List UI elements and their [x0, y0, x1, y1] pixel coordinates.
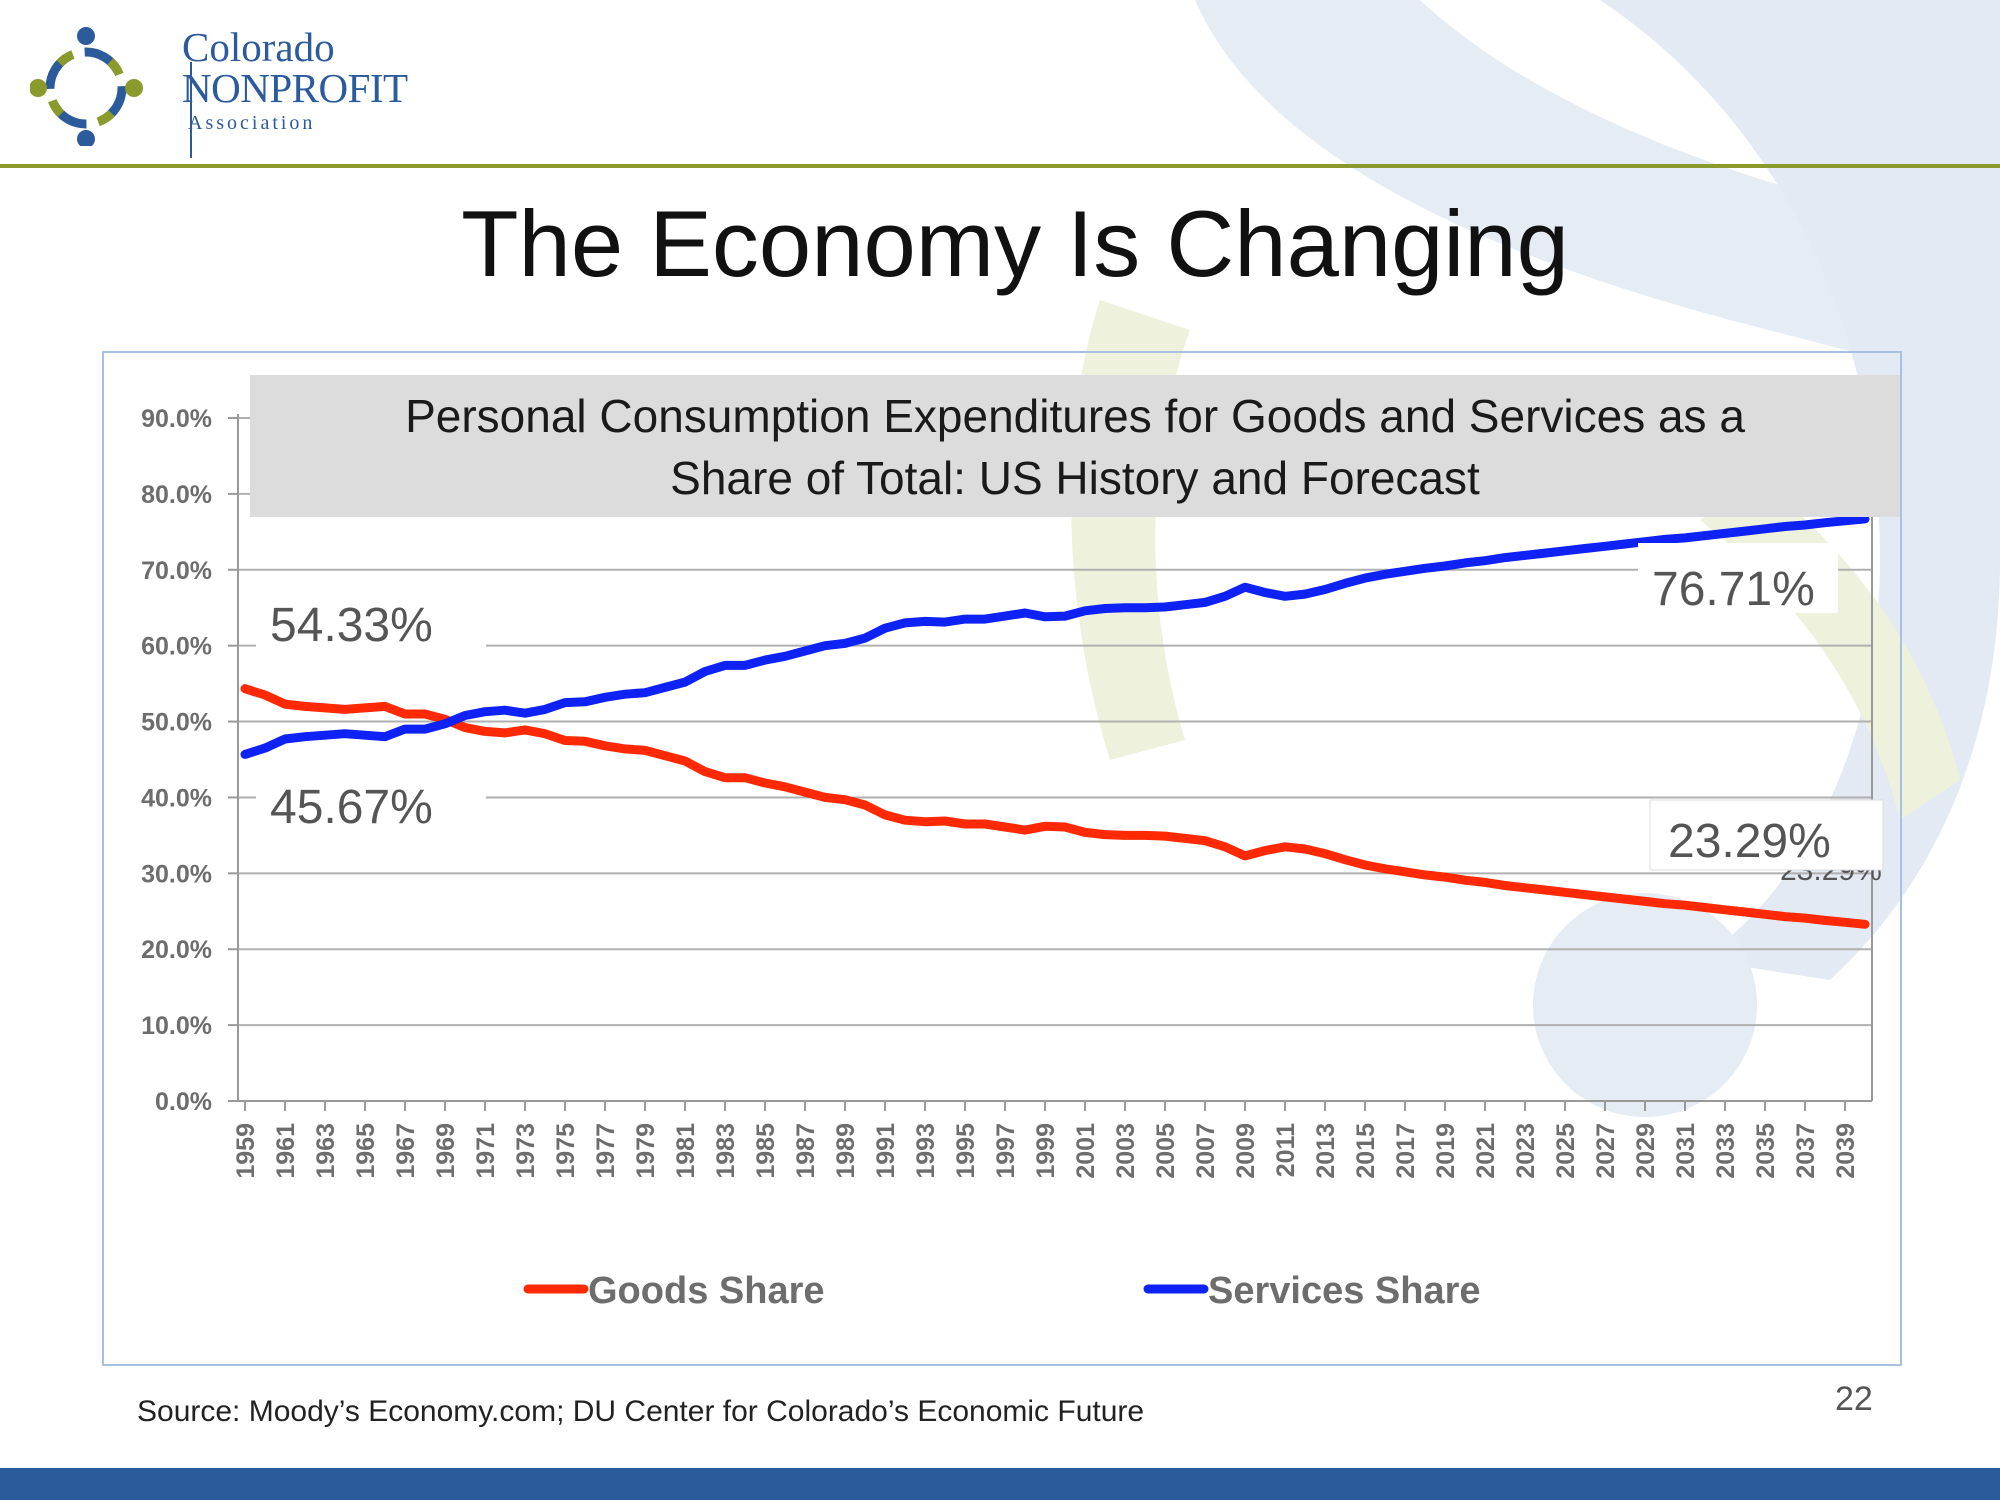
logo-text-colorado: Colorado — [182, 24, 335, 70]
x-tick-label: 1959 — [232, 1123, 260, 1179]
x-tick-label: 2011 — [1272, 1123, 1300, 1177]
y-tick-label: 60.0% — [141, 633, 212, 661]
chart-axes — [228, 414, 1873, 1111]
x-tick-label: 2015 — [1352, 1123, 1380, 1179]
y-tick-label: 70.0% — [141, 557, 212, 585]
x-tick-label: 1961 — [272, 1123, 300, 1179]
y-tick-label: 90.0% — [141, 405, 212, 433]
chart-annotations: 23.29%54.33%45.67%76.71%23.29% — [256, 543, 1884, 887]
y-axis-labels: 0.0% 10.0% 20.0% 30.0% 40.0% 50.0% 60.0% 70.0% 8… — [141, 405, 212, 1116]
x-axis-labels: 1959 1961 1963 1965 1967 1969 1971 1973 1975 1977… — [232, 1123, 1860, 1179]
goods-share-line — [240, 684, 1870, 929]
x-tick-label: 2031 — [1672, 1123, 1700, 1179]
y-tick-label: 10.0% — [141, 1012, 212, 1040]
x-tick-label: 1983 — [712, 1123, 740, 1179]
goods-start-label-bg — [256, 579, 486, 649]
services-share-line — [240, 514, 1870, 759]
chart-legend: Goods Share Services Share — [523, 1270, 1481, 1312]
logo-text-nonprofit: NONPROFIT — [182, 65, 408, 111]
legend-label: Goods Share — [588, 1270, 825, 1312]
x-tick-label: 1999 — [1032, 1123, 1060, 1179]
y-tick-label: 40.0% — [141, 784, 212, 812]
colorado-nonprofit-association-logo: Colorado NONPROFIT Association — [30, 24, 450, 158]
x-tick-label: 1987 — [792, 1123, 820, 1179]
goods-end-label: 23.29% — [1668, 815, 1831, 868]
chart-series-lines — [240, 514, 1870, 929]
x-tick-label: 1967 — [392, 1123, 420, 1179]
services-start-label: 45.67% — [270, 781, 433, 834]
x-tick-label: 1989 — [832, 1123, 860, 1179]
x-tick-label: 2035 — [1752, 1123, 1780, 1179]
x-tick-label: 2033 — [1712, 1123, 1740, 1179]
x-tick-label: 2019 — [1432, 1123, 1460, 1179]
x-tick-label: 2029 — [1632, 1123, 1660, 1179]
x-tick-label: 2025 — [1552, 1123, 1580, 1179]
y-tick-label: 80.0% — [141, 481, 212, 509]
legend-label: Services Share — [1208, 1270, 1481, 1312]
x-tick-label: 2003 — [1112, 1123, 1140, 1179]
goods-start-label: 54.33% — [270, 599, 433, 652]
chart-title-line2: Share of Total: US History and Forecast — [670, 452, 1480, 504]
chart-title-line1: Personal Consumption Expenditures for Go… — [405, 390, 1745, 442]
x-tick-label: 1995 — [952, 1123, 980, 1179]
x-tick-label: 2013 — [1312, 1123, 1340, 1179]
x-tick-label: 2023 — [1512, 1123, 1540, 1179]
y-tick-label: 30.0% — [141, 860, 212, 888]
x-tick-label: 1991 — [872, 1123, 900, 1179]
slide-title: The Economy Is Changing — [461, 191, 1569, 296]
x-tick-label: 2027 — [1592, 1123, 1620, 1179]
x-tick-label: 2017 — [1392, 1123, 1420, 1179]
x-tick-label: 2007 — [1192, 1123, 1220, 1179]
x-tick-label: 2005 — [1152, 1123, 1180, 1179]
x-tick-label: 1969 — [432, 1123, 460, 1179]
chart-frame — [102, 351, 1902, 1366]
x-tick-label: 1985 — [752, 1123, 780, 1179]
x-tick-label: 1997 — [992, 1123, 1020, 1179]
y-tick-label: 0.0% — [155, 1088, 212, 1116]
logo-divider — [190, 62, 192, 158]
logo-text-association: Association — [188, 112, 316, 134]
header-rule — [0, 164, 2000, 168]
x-tick-label: 1971 — [472, 1123, 500, 1179]
x-tick-label: 2021 — [1472, 1123, 1500, 1179]
x-tick-label: 1975 — [552, 1123, 580, 1179]
x-tick-label: 2037 — [1792, 1123, 1820, 1179]
y-tick-label: 50.0% — [141, 709, 212, 737]
goods-end-label-box — [1649, 799, 1884, 871]
x-tick-label: 2039 — [1832, 1123, 1860, 1179]
x-tick-label: 1979 — [632, 1123, 660, 1179]
services-end-label-bg — [1638, 543, 1838, 613]
people-circle-logo-icon — [30, 27, 143, 146]
x-tick-label: 1993 — [912, 1123, 940, 1179]
x-tick-label: 1977 — [592, 1123, 620, 1179]
services-start-label-bg — [256, 761, 486, 831]
x-tick-label: 2001 — [1072, 1123, 1100, 1179]
y-tick-label: 20.0% — [141, 936, 212, 964]
services-end-label: 76.71% — [1652, 563, 1815, 616]
page-number: 22 — [1835, 1380, 1873, 1418]
x-tick-label: 2009 — [1232, 1123, 1260, 1179]
x-tick-label: 1965 — [352, 1123, 380, 1179]
x-tick-label: 1963 — [312, 1123, 340, 1179]
footer-bar — [0, 1468, 2000, 1500]
source-note: Source: Moody’s Economy.com; DU Center f… — [137, 1395, 1145, 1428]
chart-title-box — [250, 375, 1900, 517]
x-tick-label: 1973 — [512, 1123, 540, 1179]
x-tick-label: 1981 — [672, 1123, 700, 1179]
